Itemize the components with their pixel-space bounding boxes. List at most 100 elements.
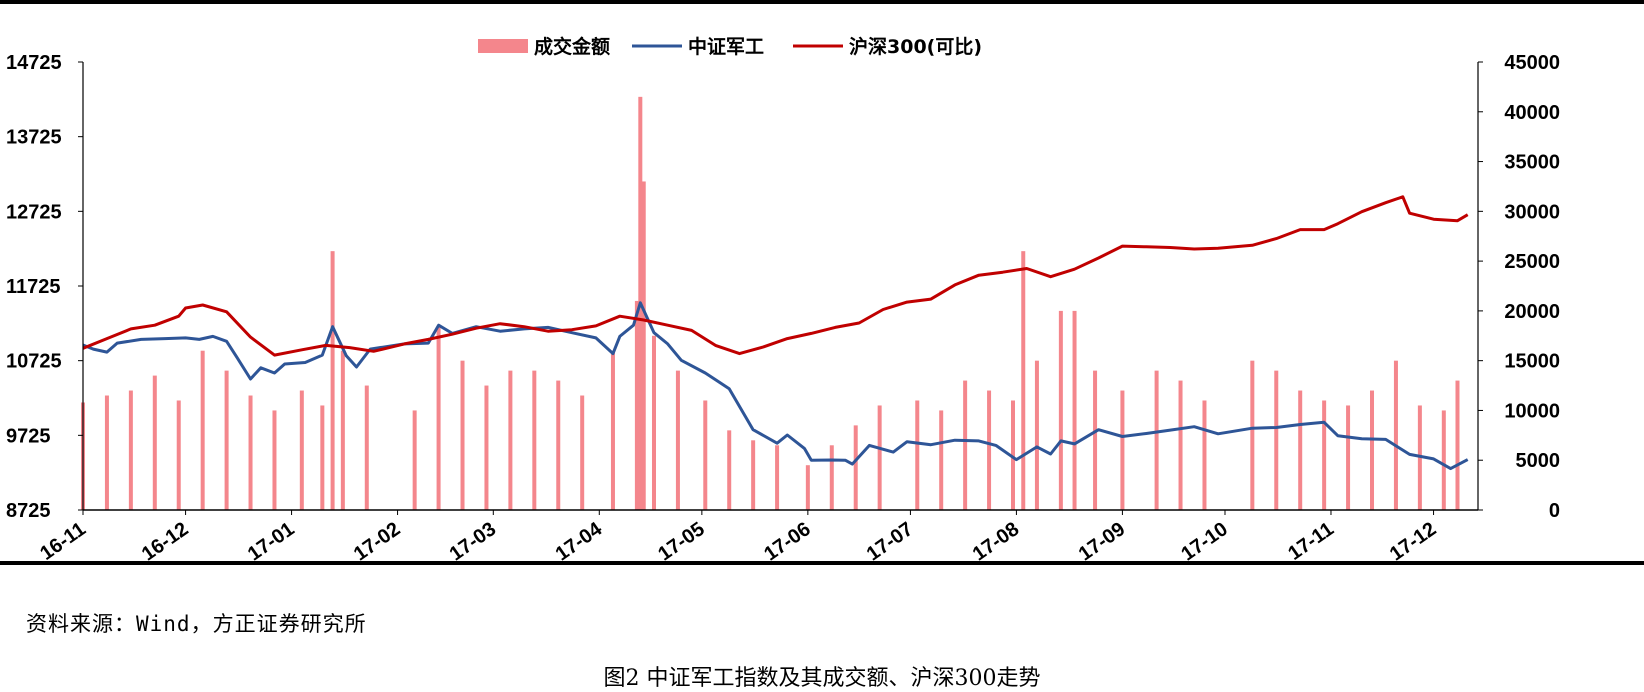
turnover-bars	[81, 96, 1460, 510]
turnover-bar	[330, 251, 335, 510]
line-series	[82, 195, 1469, 471]
turnover-bar	[651, 335, 656, 510]
left-tick-label: 13725	[6, 127, 62, 149]
turnover-bar	[364, 385, 369, 510]
turnover-bar	[1250, 360, 1255, 510]
turnover-bar	[987, 390, 992, 510]
right-tick-label: 0	[1549, 500, 1560, 522]
turnover-bar	[915, 400, 920, 510]
right-tick-label: 35000	[1504, 152, 1560, 174]
x-tick-label: 16-11	[36, 518, 90, 565]
right-tick-label: 25000	[1504, 251, 1560, 273]
x-tick-label: 17-02	[350, 518, 405, 565]
legend-turnover-swatch	[478, 39, 528, 53]
turnover-bar	[1455, 380, 1460, 510]
turnover-bar	[1346, 405, 1351, 510]
turnover-bar	[128, 390, 133, 510]
turnover-bar	[963, 380, 968, 510]
turnover-bar	[1274, 370, 1279, 510]
turnover-bar	[508, 370, 513, 510]
turnover-bar	[1021, 251, 1026, 510]
turnover-bar	[1298, 390, 1303, 510]
right-tick-label: 40000	[1504, 102, 1560, 124]
turnover-bar	[829, 445, 834, 510]
turnover-bar	[320, 405, 325, 510]
turnover-bar	[556, 380, 561, 510]
turnover-bar	[224, 370, 229, 510]
right-tick-label: 10000	[1504, 400, 1560, 422]
turnover-bar	[1120, 390, 1125, 510]
turnover-bar	[299, 390, 304, 510]
turnover-bar	[484, 385, 489, 510]
right-tick-label: 15000	[1504, 351, 1560, 373]
turnover-bar	[610, 350, 615, 510]
turnover-bar	[877, 405, 882, 510]
left-tick-label: 11725	[6, 276, 61, 298]
turnover-bar	[1058, 310, 1063, 510]
x-tick-label: 17-04	[552, 518, 607, 566]
legend: 成交金额 中证军工 沪深300(可比)	[478, 35, 982, 58]
turnover-bar	[727, 430, 732, 510]
right-tick-label: 20000	[1504, 301, 1560, 323]
left-tick-label: 12725	[6, 201, 62, 223]
left-tick-label: 8725	[6, 500, 51, 522]
x-tick-label: 17-05	[654, 518, 709, 565]
turnover-bar	[532, 370, 537, 510]
turnover-bar	[1178, 380, 1183, 510]
turnover-bar	[939, 410, 944, 510]
turnover-bar	[176, 400, 181, 510]
turnover-bar	[805, 465, 810, 510]
x-tick-label: 17-11	[1284, 518, 1338, 565]
turnover-bar	[580, 395, 585, 510]
top-rule	[0, 0, 1644, 4]
source-note: 资料来源：Wind，方正证券研究所	[26, 612, 367, 636]
turnover-bar	[1034, 360, 1039, 510]
x-tick-label: 17-10	[1177, 518, 1232, 565]
axes: 14725 13725 12725 11725 10725 9725 8725 45000 40…	[6, 52, 1560, 565]
legend-military-label: 中证军工	[688, 35, 764, 58]
left-tick-label: 10725	[6, 351, 62, 373]
turnover-bar	[1370, 390, 1375, 510]
x-tick-label: 17-12	[1386, 518, 1441, 565]
turnover-bar	[675, 370, 680, 510]
figure-caption: 图2 中证军工指数及其成交额、沪深300走势	[603, 666, 1041, 691]
turnover-bar	[200, 350, 205, 510]
turnover-bar	[775, 445, 780, 510]
turnover-bar	[1393, 360, 1398, 510]
turnover-bar	[104, 395, 109, 510]
turnover-bar	[436, 325, 441, 510]
right-tick-label: 30000	[1504, 201, 1560, 223]
turnover-bar	[1441, 410, 1446, 510]
turnover-bar	[272, 410, 277, 510]
turnover-bar	[751, 440, 756, 510]
x-tick-label: 17-01	[244, 518, 299, 565]
left-tick-label: 9725	[6, 425, 51, 447]
legend-hs300-label: 沪深300(可比)	[849, 35, 982, 58]
turnover-bar	[412, 410, 417, 510]
legend-turnover-label: 成交金额	[534, 35, 610, 58]
bottom-rule	[0, 561, 1644, 565]
turnover-bar	[248, 395, 253, 510]
turnover-bar	[703, 400, 708, 510]
x-tick-label: 17-03	[446, 518, 501, 565]
turnover-bar	[152, 375, 157, 510]
right-tick-label: 5000	[1516, 450, 1561, 472]
turnover-bar	[340, 350, 345, 510]
x-tick-label: 17-09	[1075, 518, 1130, 565]
turnover-bar	[853, 425, 858, 510]
x-tick-label: 17-06	[760, 518, 815, 565]
turnover-bar	[1011, 400, 1015, 510]
left-tick-label: 14725	[6, 52, 62, 74]
turnover-bar	[1093, 370, 1098, 510]
military-index-chart: 14725 13725 12725 11725 10725 9725 8725 45000 40…	[6, 35, 1560, 565]
hs300-line	[82, 195, 1469, 357]
turnover-bar	[1072, 310, 1077, 510]
turnover-bar	[460, 360, 465, 510]
turnover-bar	[1154, 370, 1159, 510]
x-tick-label: 17-07	[863, 518, 918, 565]
x-tick-label: 16-12	[138, 518, 193, 565]
right-tick-label: 45000	[1504, 52, 1560, 74]
turnover-bar	[641, 181, 646, 510]
turnover-bar	[1322, 400, 1327, 510]
x-tick-label: 17-08	[969, 518, 1024, 565]
